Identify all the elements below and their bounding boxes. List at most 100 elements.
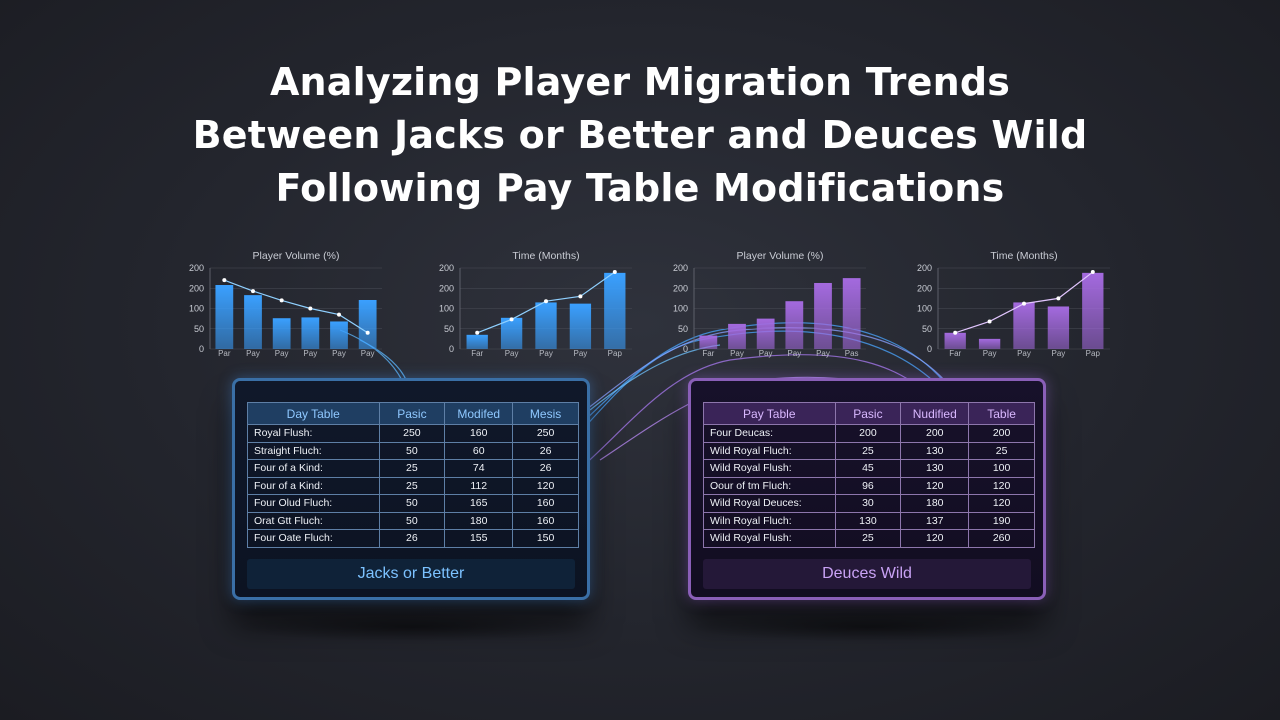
x-tick-label: Pas (845, 349, 859, 358)
bar (944, 332, 966, 349)
chart-jacks-player-volume: Player Volume (%) 200 200 100 50 0 Par Pay Pay Pa… (186, 244, 386, 358)
bar (500, 317, 523, 349)
table-row: Four Oate Fluch: 26 155 150 (247, 529, 579, 548)
y-tick-label: 100 (189, 304, 204, 314)
table-cell: 112 (444, 476, 514, 495)
trend-point (279, 298, 284, 303)
bar (330, 321, 348, 349)
column-header: Table (968, 402, 1035, 425)
table-cell: 30 (834, 494, 902, 513)
y-tick-label: 100 (917, 304, 932, 314)
table-row: Four Deucas: 200 200 200 (703, 424, 1035, 443)
table-cell: 180 (444, 511, 514, 530)
table-cell: 25 (378, 476, 446, 495)
y-tick-label: 200 (673, 283, 688, 293)
hand-name: Four of a Kind: (247, 476, 380, 495)
table-cell: 250 (512, 424, 579, 443)
table-row: Royal Flush: 250 160 250 (247, 424, 579, 443)
x-tick-label: Pay (574, 349, 588, 358)
hand-name: Four of a Kind: (247, 459, 380, 478)
table-cell: 25 (378, 459, 446, 478)
table-cell: 26 (512, 459, 579, 478)
trend-point (251, 289, 255, 294)
y-tick-label: 0 (683, 344, 688, 354)
y-tick-label: 50 (922, 324, 932, 334)
table-cell: 26 (512, 441, 579, 460)
y-tick-label: 50 (678, 324, 688, 334)
x-tick-label: Pay (787, 349, 801, 358)
x-tick-label: Pay (1017, 349, 1031, 358)
table-cell: 130 (834, 511, 902, 530)
table-cell: 120 (968, 476, 1035, 495)
bar (699, 335, 718, 349)
table-cell: 260 (968, 529, 1035, 548)
table-row: Wild Royal Deuces: 30 180 120 (703, 494, 1035, 513)
table-cell: 50 (378, 441, 446, 460)
bar (244, 295, 262, 349)
bar (272, 318, 291, 349)
table-row: Orat Gtt Fluch: 50 180 160 (247, 511, 579, 530)
bar (215, 285, 234, 349)
trend-point (612, 270, 617, 275)
title-line-2: Between Jacks or Better and Deuces Wild (192, 113, 1088, 157)
trend-point (987, 319, 992, 324)
y-tick-label: 0 (927, 344, 932, 354)
bar (1082, 272, 1104, 349)
x-tick-label: Pay (1052, 349, 1066, 358)
chart-title: Time (Months) (990, 250, 1057, 262)
column-header: Modifed (444, 402, 514, 425)
table-cell: 130 (900, 441, 970, 460)
table-cell: 150 (512, 529, 579, 548)
y-tick-label: 100 (439, 304, 454, 314)
column-header: Nudified (900, 402, 970, 425)
bar (756, 318, 775, 349)
title-line-1: Analyzing Player Migration Trends (269, 60, 1011, 104)
chart-svg: Player Volume (%) 200 200 100 50 0 Par Pay Pay Pa… (189, 250, 382, 358)
trend-point (1090, 270, 1095, 275)
x-tick-label: Pay (983, 349, 997, 358)
x-tick-label: Far (949, 349, 961, 358)
table-row: Wiln Royal Fluch: 130 137 190 (703, 511, 1035, 530)
x-tick-label: Pay (361, 349, 375, 358)
trend-point (475, 330, 480, 335)
page-title: Analyzing Player Migration Trends Betwee… (0, 56, 1280, 215)
hand-name: Oour of tm Fluch: (703, 476, 836, 495)
trend-point (578, 294, 583, 299)
hand-name: Four Oate Fluch: (247, 529, 380, 548)
title-line-3: Following Pay Table Modifications (275, 166, 1005, 210)
table-cell: 25 (834, 441, 902, 460)
hand-name: Wiln Royal Fluch: (703, 511, 836, 530)
deuces-wild-board: Pay Table Pasic Nudified Table Four Deuc… (688, 378, 1046, 600)
column-header: Pasic (834, 402, 902, 425)
y-tick-label: 200 (917, 283, 932, 293)
hand-name: Wild Royal Flush: (703, 529, 836, 548)
table-cell: 165 (444, 494, 514, 513)
table-cell: 50 (378, 494, 446, 513)
chart-title: Player Volume (%) (737, 250, 824, 262)
deuces-wild-label: Deuces Wild (703, 559, 1031, 589)
deuces-pay-table: Pay Table Pasic Nudified Table Four Deuc… (703, 402, 1035, 548)
x-tick-label: Pay (539, 349, 553, 358)
table-cell: 120 (900, 476, 970, 495)
table-header-row: Day Table Pasic Modifed Mesis (247, 402, 579, 425)
table-header-row: Pay Table Pasic Nudified Table (703, 402, 1035, 425)
y-tick-label: 100 (673, 304, 688, 314)
table-cell: 60 (444, 441, 514, 460)
table-cell: 200 (968, 424, 1035, 443)
hand-name: Orat Gtt Fluch: (247, 511, 380, 530)
table-cell: 120 (512, 476, 579, 495)
bar (978, 338, 1001, 349)
x-tick-label: Pap (608, 349, 623, 358)
column-header: Mesis (512, 402, 579, 425)
table-cell: 155 (444, 529, 514, 548)
hand-name: Wild Royal Flush: (703, 459, 836, 478)
table-row: Wild Royal Fluch: 25 130 25 (703, 441, 1035, 460)
bar (301, 317, 320, 349)
hand-name: Royal Flush: (247, 424, 380, 443)
y-tick-label: 200 (189, 283, 204, 293)
bar (814, 282, 832, 349)
bar (1013, 302, 1035, 349)
table-row: Four of a Kind: 25 112 120 (247, 476, 579, 495)
table-cell: 250 (378, 424, 446, 443)
hand-name: Wild Royal Fluch: (703, 441, 836, 460)
